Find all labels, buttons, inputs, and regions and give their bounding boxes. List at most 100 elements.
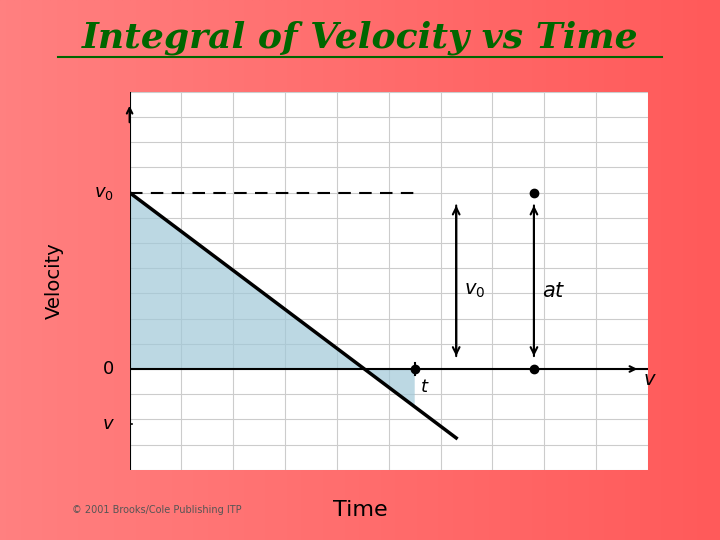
Bar <box>684 0 691 540</box>
Text: © 2001 Brooks/Cole Publishing ITP: © 2001 Brooks/Cole Publishing ITP <box>72 505 242 515</box>
Bar <box>706 0 713 540</box>
Bar <box>497 0 504 540</box>
Bar <box>194 0 202 540</box>
Text: $at$: $at$ <box>541 281 565 301</box>
Bar <box>554 0 562 540</box>
Bar <box>151 0 158 540</box>
Bar <box>547 0 554 540</box>
Bar <box>158 0 166 540</box>
Bar <box>58 0 65 540</box>
Bar <box>518 0 526 540</box>
Bar <box>302 0 310 540</box>
Bar <box>360 0 367 540</box>
Bar <box>108 0 115 540</box>
Bar <box>605 0 612 540</box>
Bar <box>670 0 677 540</box>
Bar <box>353 0 360 540</box>
Bar <box>29 0 36 540</box>
Polygon shape <box>130 193 415 407</box>
Bar <box>562 0 569 540</box>
Bar <box>130 0 137 540</box>
Bar <box>576 0 583 540</box>
Bar <box>533 0 540 540</box>
Bar <box>504 0 511 540</box>
Bar <box>65 0 72 540</box>
Bar <box>583 0 590 540</box>
Bar <box>612 0 619 540</box>
Bar <box>338 0 346 540</box>
Bar <box>216 0 223 540</box>
Bar <box>173 0 180 540</box>
Bar <box>288 0 295 540</box>
Text: $v$: $v$ <box>643 369 657 389</box>
Bar <box>662 0 670 540</box>
Text: $v$: $v$ <box>102 415 115 434</box>
Bar <box>698 0 706 540</box>
Bar <box>295 0 302 540</box>
Bar <box>115 0 122 540</box>
Bar <box>619 0 626 540</box>
Bar <box>446 0 454 540</box>
Text: $v_0$: $v_0$ <box>94 184 114 201</box>
Bar <box>655 0 662 540</box>
Bar <box>7 0 14 540</box>
Bar <box>490 0 497 540</box>
Bar <box>245 0 252 540</box>
Bar <box>36 0 43 540</box>
Bar <box>382 0 389 540</box>
Bar <box>101 0 108 540</box>
Bar <box>259 0 266 540</box>
Bar <box>230 0 238 540</box>
Bar <box>648 0 655 540</box>
Text: $v_0$: $v_0$ <box>464 281 485 300</box>
Bar <box>511 0 518 540</box>
Bar <box>166 0 173 540</box>
Bar <box>468 0 475 540</box>
Bar <box>482 0 490 540</box>
Bar <box>79 0 86 540</box>
Bar <box>252 0 259 540</box>
Bar <box>403 0 410 540</box>
Text: Velocity: Velocity <box>45 242 64 319</box>
Bar <box>137 0 144 540</box>
Bar <box>374 0 382 540</box>
Bar <box>94 0 101 540</box>
Bar <box>86 0 94 540</box>
Bar <box>367 0 374 540</box>
Text: $t$: $t$ <box>420 377 430 396</box>
Bar <box>209 0 216 540</box>
Bar <box>223 0 230 540</box>
Bar <box>691 0 698 540</box>
Bar <box>50 0 58 540</box>
Bar <box>0 0 7 540</box>
Bar <box>432 0 439 540</box>
Bar <box>43 0 50 540</box>
Bar <box>317 0 324 540</box>
Bar <box>144 0 151 540</box>
Bar <box>238 0 245 540</box>
Bar <box>346 0 353 540</box>
Bar <box>425 0 432 540</box>
Bar <box>310 0 317 540</box>
Bar <box>540 0 547 540</box>
Bar <box>202 0 209 540</box>
Bar <box>461 0 468 540</box>
Bar <box>677 0 684 540</box>
Bar <box>389 0 396 540</box>
Bar <box>22 0 29 540</box>
Text: $0$: $0$ <box>102 360 114 378</box>
Bar <box>410 0 418 540</box>
Bar <box>475 0 482 540</box>
Bar <box>713 0 720 540</box>
Text: Integral of Velocity vs Time: Integral of Velocity vs Time <box>81 21 639 55</box>
Bar <box>180 0 187 540</box>
Bar <box>274 0 281 540</box>
Bar <box>324 0 331 540</box>
Bar <box>418 0 425 540</box>
Bar <box>14 0 22 540</box>
Bar <box>641 0 648 540</box>
Bar <box>72 0 79 540</box>
Bar <box>187 0 194 540</box>
Bar <box>396 0 403 540</box>
Bar <box>626 0 634 540</box>
